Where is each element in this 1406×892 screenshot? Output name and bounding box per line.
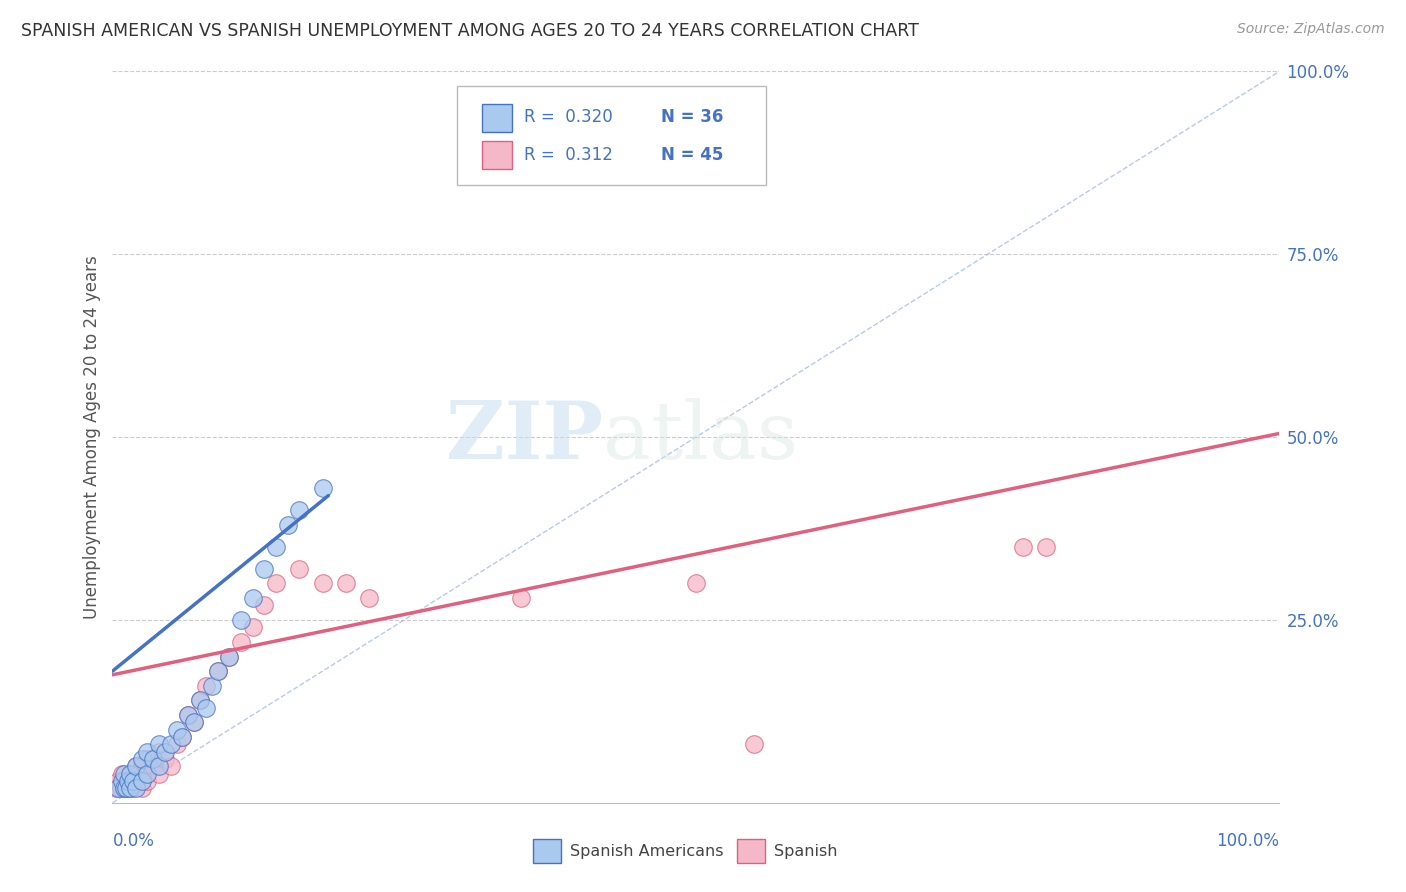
Point [188, 693, 211, 707]
Text: R =  0.320: R = 0.320 [524, 109, 613, 127]
Point [131, 781, 153, 796]
Point [118, 766, 141, 780]
Point [118, 781, 141, 796]
Point [117, 773, 139, 788]
Point [183, 715, 205, 730]
Point [311, 481, 333, 495]
Point [166, 723, 188, 737]
Point [744, 737, 766, 751]
Point [142, 752, 165, 766]
Point [242, 591, 264, 605]
Point [125, 781, 148, 796]
Point [194, 679, 217, 693]
FancyBboxPatch shape [482, 141, 512, 169]
Point [229, 613, 252, 627]
Point [112, 773, 135, 788]
Point [148, 745, 170, 759]
Point [177, 708, 200, 723]
Point [131, 752, 153, 766]
Point [127, 773, 149, 788]
Point [122, 773, 145, 788]
Point [160, 759, 183, 773]
Point [134, 766, 156, 780]
Text: N = 45: N = 45 [661, 146, 723, 164]
Text: SPANISH AMERICAN VS SPANISH UNEMPLOYMENT AMONG AGES 20 TO 24 YEARS CORRELATION C: SPANISH AMERICAN VS SPANISH UNEMPLOYMENT… [21, 22, 920, 40]
Point [1011, 540, 1033, 554]
Point [288, 562, 311, 576]
FancyBboxPatch shape [533, 839, 561, 863]
Point [207, 664, 229, 678]
Point [288, 503, 311, 517]
Point [110, 781, 132, 796]
Point [118, 781, 141, 796]
Text: Spanish Americans: Spanish Americans [569, 844, 724, 859]
Point [125, 773, 148, 788]
Point [509, 591, 531, 605]
Point [194, 700, 217, 714]
Point [229, 635, 252, 649]
Point [131, 773, 153, 788]
FancyBboxPatch shape [737, 839, 765, 863]
Point [125, 759, 148, 773]
Point [115, 781, 138, 796]
Point [253, 562, 276, 576]
Text: N = 36: N = 36 [661, 109, 723, 127]
FancyBboxPatch shape [457, 86, 766, 185]
Point [142, 759, 165, 773]
Point [107, 781, 129, 796]
Point [276, 517, 298, 532]
FancyBboxPatch shape [482, 104, 512, 132]
Point [172, 730, 194, 744]
Point [136, 752, 159, 766]
Point [117, 773, 139, 788]
Point [1035, 540, 1057, 554]
Point [125, 759, 148, 773]
Text: 0.0%: 0.0% [112, 832, 155, 850]
Y-axis label: Unemployment Among Ages 20 to 24 years: Unemployment Among Ages 20 to 24 years [83, 255, 101, 619]
Point [264, 540, 287, 554]
Point [153, 745, 176, 759]
Point [253, 599, 276, 613]
Point [335, 576, 357, 591]
Point [218, 649, 240, 664]
Point [111, 766, 134, 780]
Point [148, 737, 170, 751]
Text: ZIP: ZIP [446, 398, 603, 476]
Point [112, 781, 135, 796]
Point [115, 781, 138, 796]
Point [359, 591, 381, 605]
Point [218, 649, 240, 664]
Point [112, 766, 135, 780]
Point [111, 773, 134, 788]
Point [242, 620, 264, 634]
Point [685, 576, 707, 591]
Point [160, 737, 183, 751]
Text: Source: ZipAtlas.com: Source: ZipAtlas.com [1237, 22, 1385, 37]
Point [311, 576, 333, 591]
Point [104, 781, 127, 796]
Text: atlas: atlas [603, 398, 797, 476]
Point [122, 781, 145, 796]
Point [107, 773, 129, 788]
Text: 100.0%: 100.0% [1216, 832, 1279, 850]
Point [153, 752, 176, 766]
Point [177, 708, 200, 723]
Point [264, 576, 287, 591]
Point [172, 730, 194, 744]
Point [183, 715, 205, 730]
Point [201, 679, 224, 693]
Text: R =  0.312: R = 0.312 [524, 146, 613, 164]
Point [118, 766, 141, 780]
Text: Spanish: Spanish [775, 844, 838, 859]
Point [166, 737, 188, 751]
Point [148, 759, 170, 773]
Point [188, 693, 211, 707]
Point [207, 664, 229, 678]
Point [136, 745, 159, 759]
Point [136, 773, 159, 788]
Point [131, 759, 153, 773]
Point [136, 766, 159, 780]
Point [112, 781, 135, 796]
Point [148, 766, 170, 780]
